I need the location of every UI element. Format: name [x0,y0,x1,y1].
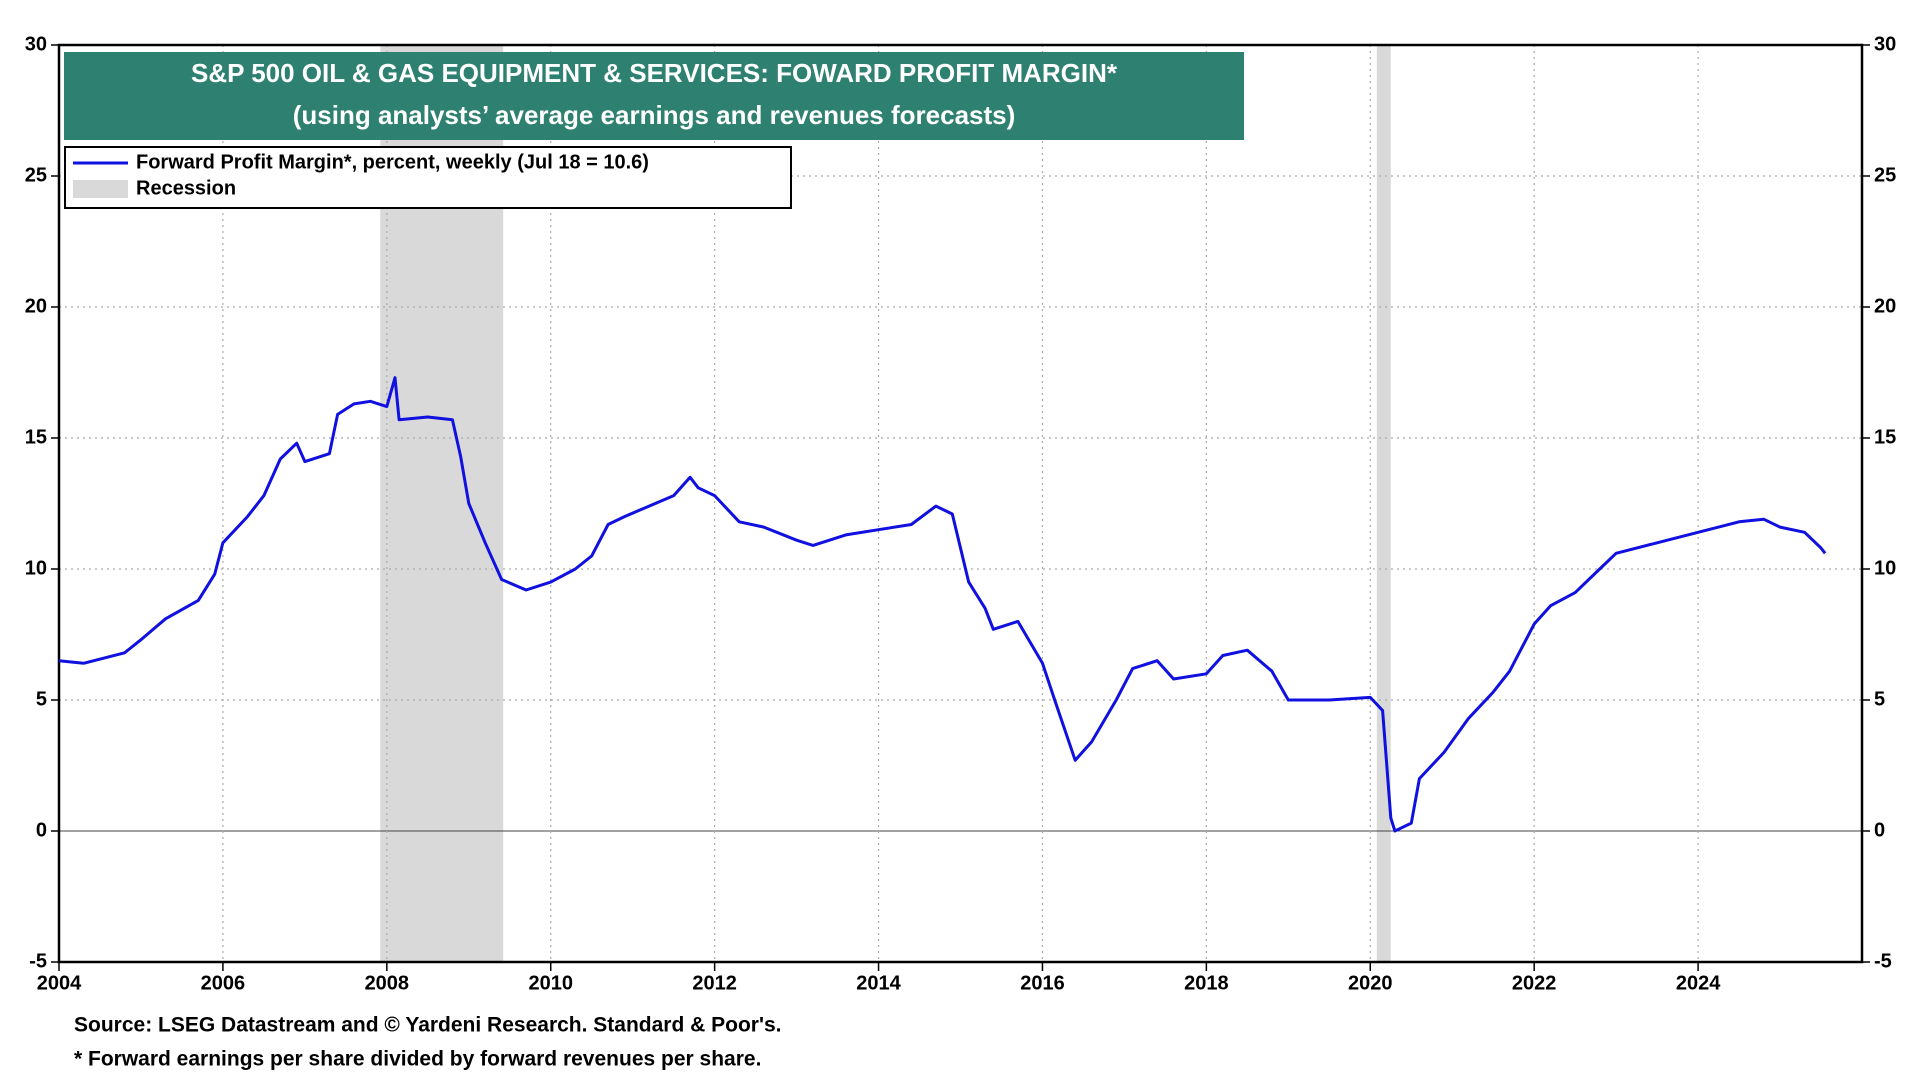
y2-tick-label: 25 [1874,164,1896,186]
x-tick-label: 2012 [692,972,737,994]
x-tick-label: 2024 [1676,972,1721,994]
x-tick-label: 2022 [1512,972,1557,994]
y2-tick-label: 15 [1874,426,1896,448]
y-tick-label: 25 [25,164,47,186]
legend-label: Recession [136,177,236,199]
y-tick-label: 15 [25,426,47,448]
y2-tick-label: 20 [1874,295,1896,317]
x-tick-label: 2004 [37,972,82,994]
x-tick-label: 2018 [1184,972,1229,994]
y-tick-label: -5 [29,950,47,972]
chart-title: S&P 500 OIL & GAS EQUIPMENT & SERVICES: … [191,58,1118,88]
recession-band [1376,45,1391,962]
title-box [64,52,1244,140]
legend-box [64,146,792,209]
y-tick-label: 30 [25,33,47,55]
y-tick-label: 20 [25,295,47,317]
y-tick-label: 0 [36,819,47,841]
legend-label: Forward Profit Margin*, percent, weekly … [136,151,649,173]
series-line [58,376,1827,833]
footnote: * Forward earnings per share divided by … [74,1048,761,1071]
y2-tick-label: 10 [1874,557,1896,579]
chart-subtitle: (using analysts’ average earnings and re… [293,100,1016,130]
y2-tick-label: 5 [1874,688,1885,710]
y2-tick-label: 30 [1874,33,1896,55]
x-tick-label: 2010 [528,972,573,994]
y2-tick-label: -5 [1874,950,1892,972]
source-note: Source: LSEG Datastream and © Yardeni Re… [74,1014,781,1037]
x-tick-label: 2014 [856,972,901,994]
plot-frame [57,43,1864,964]
x-tick-label: 2006 [201,972,246,994]
y-tick-label: 5 [36,688,47,710]
y2-tick-label: 0 [1874,819,1885,841]
legend: Forward Profit Margin*, percent, weekly … [64,146,792,209]
x-tick-label: 2016 [1020,972,1065,994]
y-tick-label: 10 [25,557,47,579]
x-tick-label: 2020 [1348,972,1393,994]
legend-swatch [73,180,128,198]
x-tick-label: 2008 [365,972,410,994]
